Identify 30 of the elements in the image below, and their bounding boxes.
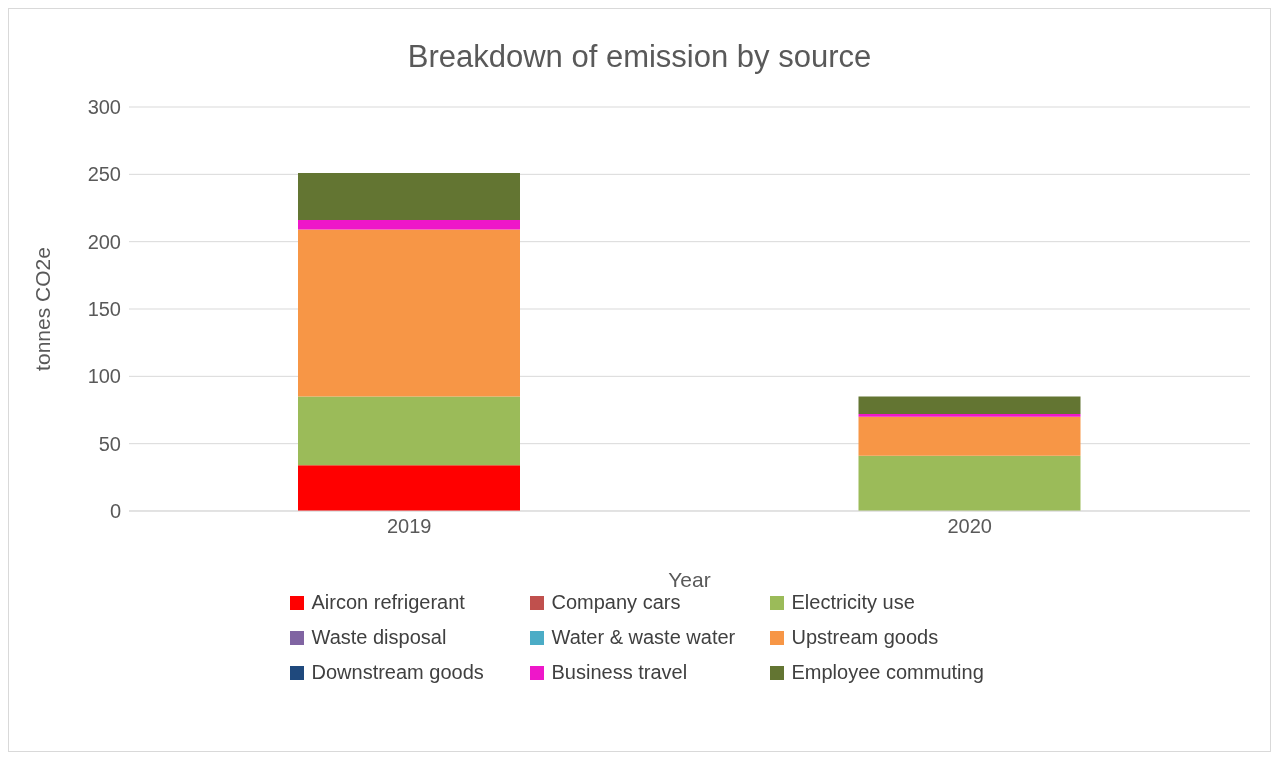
bar <box>298 229 520 397</box>
legend-label: Company cars <box>551 591 681 614</box>
legend-label: Waste disposal <box>311 626 447 649</box>
legend-label: Employee commuting <box>791 661 984 684</box>
y-tick-label: 100 <box>87 365 121 388</box>
y-tick-label: 250 <box>87 163 121 186</box>
bar <box>858 396 1081 415</box>
y-tick-label: 0 <box>109 500 121 523</box>
bar <box>298 465 520 511</box>
y-tick-label: 150 <box>87 298 121 321</box>
legend-label: Aircon refrigerant <box>311 591 465 614</box>
legend-label: Business travel <box>551 661 688 684</box>
bar <box>298 396 520 466</box>
chart-title: Breakdown of emission by source <box>406 39 873 75</box>
bar <box>858 414 1081 417</box>
y-tick-label: 200 <box>87 230 121 253</box>
y-tick-label: 50 <box>98 432 121 455</box>
bar <box>858 455 1081 511</box>
bar <box>298 220 520 230</box>
legend-label: Water & waste water <box>551 626 736 649</box>
y-tick-label: 300 <box>87 96 121 119</box>
bar <box>858 416 1081 456</box>
legend-label: Upstream goods <box>791 626 939 649</box>
y-axis-title: tonnes CO2e <box>31 247 55 371</box>
x-tick-label: 2019 <box>387 515 432 538</box>
legend-label: Downstream goods <box>311 661 484 684</box>
x-axis-title: Year <box>668 568 711 591</box>
bar <box>298 172 520 221</box>
legend-label: Electricity use <box>791 591 915 614</box>
x-tick-label: 2020 <box>947 515 992 538</box>
